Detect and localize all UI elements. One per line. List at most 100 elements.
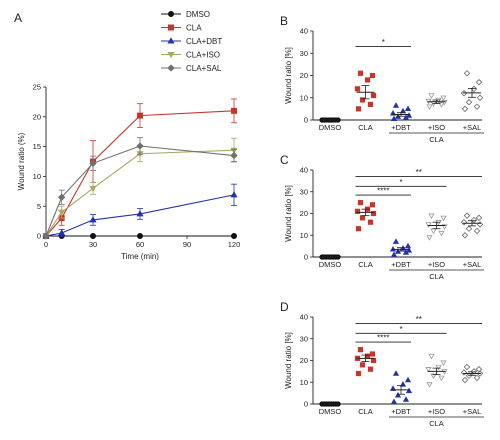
data-point [426, 235, 433, 241]
y-axis-label: Wound ratio [%] [284, 332, 293, 389]
data-point [461, 376, 469, 384]
data-point [465, 98, 473, 106]
data-point [392, 102, 400, 108]
data-point [390, 398, 398, 404]
data-point [230, 191, 238, 198]
data-point [90, 232, 97, 239]
group--dbt [389, 370, 413, 404]
data-point [370, 357, 377, 364]
category-label: CLA [358, 123, 373, 132]
data-point [399, 381, 407, 387]
data-point [370, 210, 377, 217]
legend-label: CLA+DBT [186, 37, 222, 46]
panel-letter: D [280, 300, 289, 314]
x-tick-label: 120 [228, 240, 241, 249]
panel-letter: C [280, 153, 289, 167]
data-point [475, 78, 483, 86]
data-point [57, 193, 66, 201]
data-point [435, 364, 442, 371]
data-point [405, 112, 413, 118]
data-point [369, 72, 376, 79]
legend-marker [167, 64, 175, 72]
y-tick-label: 0 [37, 232, 41, 241]
category-label: +ISO [428, 260, 445, 269]
significance-label: **** [377, 334, 389, 343]
y-tick-label: 10 [300, 231, 308, 240]
data-point [425, 367, 432, 373]
group--dbt [389, 102, 413, 122]
data-point [463, 212, 471, 219]
y-tick-label: 30 [300, 49, 308, 58]
data-point [430, 228, 437, 235]
data-point [359, 215, 366, 221]
data-point [355, 370, 362, 377]
significance-label: ** [416, 315, 422, 324]
data-point [230, 151, 238, 160]
data-point [136, 142, 144, 150]
category-label: DMSO [319, 123, 342, 132]
data-point [463, 363, 471, 371]
category-label: +SAL [463, 123, 482, 132]
category-label: DMSO [319, 260, 342, 269]
group-cla [354, 347, 377, 377]
y-tick-label: 30 [300, 187, 308, 196]
data-point [473, 227, 481, 235]
legend-label: CLA+SAL [186, 64, 222, 73]
data-point [428, 213, 435, 220]
data-point [460, 218, 468, 226]
significance-label: ** [416, 168, 422, 177]
data-point [426, 104, 433, 110]
data-point [470, 85, 478, 93]
y-tick-label: 0 [304, 116, 308, 125]
data-point [89, 159, 97, 167]
data-point [425, 222, 432, 228]
data-point [136, 232, 143, 239]
y-tick-label: 40 [300, 166, 308, 175]
group--iso [425, 213, 448, 241]
category-label: +DBT [391, 123, 411, 132]
y-tick-label: 5 [37, 202, 41, 211]
group--dbt [389, 238, 413, 257]
series-line [45, 149, 235, 237]
data-point [399, 107, 407, 114]
data-point [359, 362, 366, 368]
data-point [461, 105, 469, 113]
data-point [461, 232, 469, 239]
series-cla-sal [42, 137, 238, 240]
category-label: +ISO [428, 123, 445, 132]
data-point [370, 92, 377, 99]
data-point [58, 229, 66, 236]
data-point [367, 366, 374, 372]
y-tick-label: 20 [33, 112, 41, 121]
significance-label: * [382, 38, 385, 47]
x-tick-label: 0 [44, 240, 48, 249]
data-point [465, 372, 473, 379]
category-label: CLA [358, 407, 373, 416]
legend-marker [167, 52, 175, 59]
x-tick-label: 60 [136, 240, 144, 249]
data-point [357, 200, 364, 206]
y-tick-label: 10 [300, 93, 308, 102]
data-point [440, 215, 447, 222]
category-label: +DBT [391, 260, 411, 269]
y-tick-label: 0 [304, 253, 308, 262]
data-point [136, 112, 143, 119]
series-cla-dbt [42, 183, 238, 239]
data-point [405, 387, 413, 394]
data-point [476, 221, 484, 228]
significance-label: **** [377, 187, 389, 196]
y-tick-label: 40 [300, 27, 308, 36]
data-point [475, 214, 483, 222]
category-label: DMSO [319, 407, 342, 416]
group-cla [354, 70, 377, 112]
data-point [394, 391, 402, 398]
data-point [357, 70, 364, 76]
y-tick-label: 20 [300, 71, 308, 80]
data-point [440, 95, 447, 102]
data-point [392, 238, 400, 244]
significance-label: * [399, 325, 402, 334]
y-tick-label: 10 [33, 172, 41, 181]
data-point [440, 360, 447, 367]
y-tick-label: 25 [33, 83, 41, 92]
y-tick-label: 0 [304, 400, 308, 409]
